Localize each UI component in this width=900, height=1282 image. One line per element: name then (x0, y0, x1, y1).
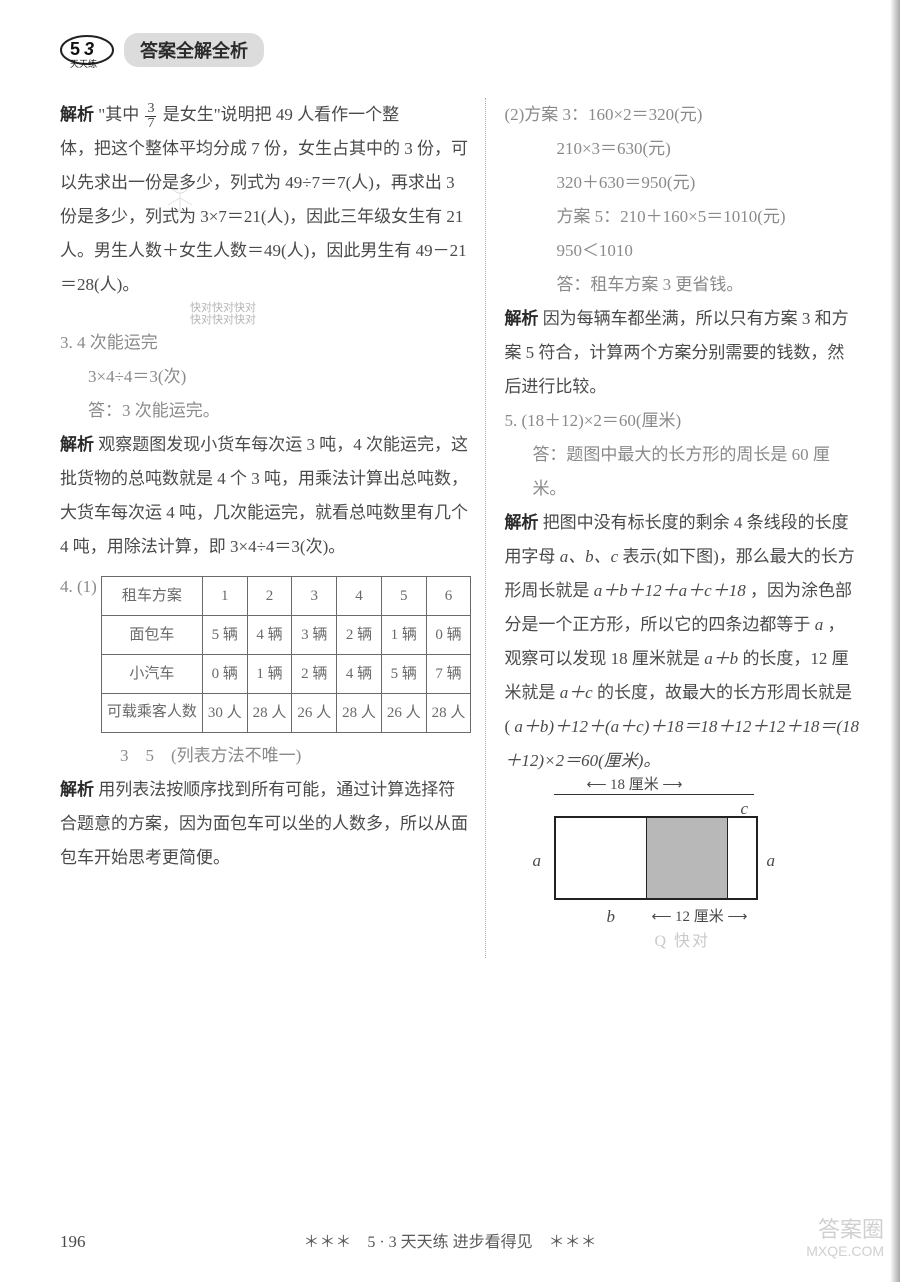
dim-18: ⟵ 18 厘米 ⟶ (554, 770, 714, 800)
th: 租车方案 (101, 577, 202, 616)
rectangle-diagram: ⟵ 18 厘米 ⟶ c a a b ⟵ 12 厘米 ⟶ (524, 790, 784, 920)
page-edge-shadow (890, 0, 900, 1282)
q2-explanation: 解析 "其中 3 7 是女生"说明把 49 人看作一个整 (60, 98, 471, 132)
q4-part2-answer: 答：租车方案 3 更省钱。 (504, 268, 860, 302)
svg-text:5: 5 (70, 39, 80, 59)
q3: 3. 4 次能运完 (60, 326, 471, 360)
label-b: b (606, 900, 615, 934)
text: 观察题图发现小货车每次运 3 吨，4 次能运完，这批货物的总吨数就是 4 个 3… (60, 435, 468, 556)
q4-part2-line: 320＋630＝950(元) (504, 166, 860, 200)
th: 1 (202, 577, 247, 616)
q4-part2-line: (2)方案 3：160×2＝320(元) (504, 98, 860, 132)
left-column: 解析 "其中 3 7 是女生"说明把 49 人看作一个整 体，把这个整体平均分成… (60, 98, 486, 958)
text: 4 次能运完 (77, 333, 158, 352)
q4-part2-line: 方案 5：210＋160×5＝1010(元) (504, 200, 860, 234)
page: 5 3 天天练 答案全解全析 解析 "其中 3 7 是女生"说明把 49 人看作… (0, 0, 900, 1282)
table-row: 小汽车 0 辆 1 辆 2 辆 4 辆 5 辆 7 辆 (101, 655, 471, 694)
q4-footnote: 3 5 (列表方法不唯一) (120, 739, 471, 773)
wm-line1: 答案圈 (806, 1217, 884, 1243)
q5-working: (18＋12)×2＝60(厘米) (521, 411, 681, 430)
q4: 4. (1) 租车方案 1 2 3 4 5 6 面包车 5 辆 4 辆 (60, 570, 471, 739)
shaded-square (646, 818, 728, 898)
q5-answer: 答：题图中最大的长方形的周长是 60 厘米。 (504, 438, 860, 506)
label-analysis: 解析 (504, 309, 538, 328)
label-a-right: a (766, 844, 775, 878)
question-number: 4. (1) (60, 570, 97, 604)
label-analysis: 解析 (60, 105, 94, 124)
dim-bot: ⟵ 12 厘米 ⟶ (644, 902, 754, 932)
th: 5 (381, 577, 426, 616)
watermark-text: 快对快对快对 快对快对快对 (190, 302, 471, 326)
question-number: 3. (60, 333, 73, 352)
q4-part2-line: 950＜1010 (504, 234, 860, 268)
q3-working: 3×4÷4＝3(次) (60, 360, 471, 394)
question-number: 5. (504, 411, 517, 430)
logo-53-icon: 5 3 天天练 (60, 30, 114, 70)
q4-explanation: 解析 用列表法按顺序找到所有可能，通过计算选择符合题意的方案，因为面包车可以坐的… (60, 773, 471, 875)
dim-top: ⟵ 18 厘米 ⟶ (554, 790, 754, 795)
table-row: 租车方案 1 2 3 4 5 6 (101, 577, 471, 616)
text: "其中 (98, 105, 139, 124)
text: 因为每辆车都坐满，所以只有方案 3 和方案 5 符合，计算两个方案分别需要的钱数… (504, 309, 848, 396)
table-row: 面包车 5 辆 4 辆 3 辆 2 辆 1 辆 0 辆 (101, 616, 471, 655)
q3-answer: 答：3 次能运完。 (60, 394, 471, 428)
page-header: 5 3 天天练 答案全解全析 (60, 30, 860, 70)
rent-plan-table: 租车方案 1 2 3 4 5 6 面包车 5 辆 4 辆 3 辆 2 辆 (101, 576, 472, 733)
q2-explanation-body: 体，把这个整体平均分成 7 份，女生占其中的 3 份，可以先求出一份是多少，列式… (60, 132, 471, 302)
svg-text:3: 3 (84, 39, 94, 59)
label-a-left: a (532, 844, 541, 878)
q5: 5. (18＋12)×2＝60(厘米) (504, 404, 860, 438)
text: 用列表法按顺序找到所有可能，通过计算选择符合题意的方案，因为面包车可以坐的人数多… (60, 780, 468, 867)
text: 是女生"说明把 49 人看作一个整 (163, 105, 399, 124)
footer-slogan: ＊＊＊ 5 · 3 天天练 进步看得见 ＊＊＊ (0, 1228, 900, 1252)
wm-line2: MXQE.COM (806, 1243, 884, 1260)
svg-text:天天练: 天天练 (70, 58, 97, 69)
th: 6 (426, 577, 471, 616)
q4-part2-explanation: 解析 因为每辆车都坐满，所以只有方案 3 和方案 5 符合，计算两个方案分别需要… (504, 302, 860, 404)
q4-part2-line: 210×3＝630(元) (504, 132, 860, 166)
outer-rect (554, 816, 758, 900)
th: 2 (247, 577, 292, 616)
right-column: (2)方案 3：160×2＝320(元) 210×3＝630(元) 320＋63… (504, 98, 860, 958)
corner-watermark: 答案圈 MXQE.COM (806, 1217, 884, 1260)
sketch-icon (150, 160, 210, 220)
th: 4 (337, 577, 382, 616)
label-analysis: 解析 (504, 513, 538, 532)
q5-explanation: 解析 把图中没有标长度的剩余 4 条线段的长度用字母 a、b、c 表示(如下图)… (504, 506, 860, 778)
label-analysis: 解析 (60, 435, 94, 454)
header-badge: 答案全解全析 (124, 33, 264, 67)
two-column-body: 解析 "其中 3 7 是女生"说明把 49 人看作一个整 体，把这个整体平均分成… (60, 98, 860, 958)
q3-explanation: 解析 观察题图发现小货车每次运 3 吨，4 次能运完，这批货物的总吨数就是 4 … (60, 428, 471, 564)
th: 3 (292, 577, 337, 616)
label-analysis: 解析 (60, 780, 94, 799)
table-row: 可载乘客人数 30 人 28 人 26 人 28 人 26 人 28 人 (101, 694, 471, 733)
fraction-3-7: 3 7 (145, 102, 156, 131)
